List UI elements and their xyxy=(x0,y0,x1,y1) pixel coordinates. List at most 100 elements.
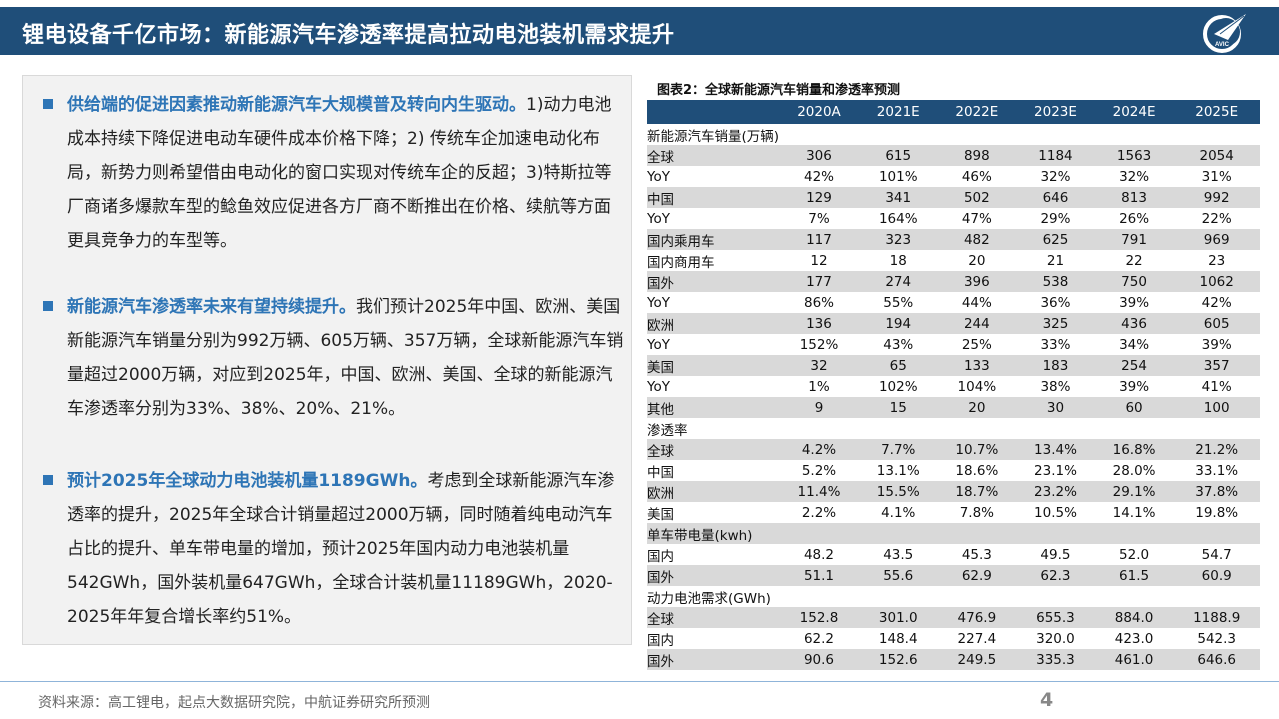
cell: 5.2% xyxy=(801,462,837,479)
table-row: 国外 177 274 396 538 750 1062 xyxy=(647,271,1260,292)
cell xyxy=(1095,124,1174,145)
row-label: 国外 xyxy=(647,565,780,586)
cell: 32% xyxy=(1040,168,1071,185)
row-label: 中国 xyxy=(647,187,780,208)
row-label: YoY xyxy=(647,210,670,227)
section-row: 动力电池需求(GWh) xyxy=(647,586,1260,607)
cell: 60.9 xyxy=(1173,565,1260,586)
cell: 43% xyxy=(883,336,914,353)
cell xyxy=(938,586,1017,607)
table-row: 其他 9 15 20 30 60 100 xyxy=(647,397,1260,418)
table-row: 中国 5.2% 13.1% 18.6% 23.1% 28.0% 33.1% xyxy=(647,460,1260,481)
row-label: 国内 xyxy=(647,632,674,649)
table-row: YoY 42% 101% 46% 32% 32% 31% xyxy=(647,166,1260,187)
row-label: 美国 xyxy=(647,355,780,376)
cell: 65 xyxy=(858,355,938,376)
footer-divider xyxy=(0,681,1279,682)
cell: 39% xyxy=(1201,336,1232,353)
cell: 136 xyxy=(779,313,859,334)
cell: 152.8 xyxy=(779,607,859,628)
row-label: 全球 xyxy=(647,607,780,628)
cell: 969 xyxy=(1173,229,1260,250)
cell xyxy=(1016,124,1095,145)
table-row: 全球 4.2% 7.7% 10.7% 13.4% 16.8% 21.2% xyxy=(647,439,1260,460)
cell: 23.1% xyxy=(1034,462,1077,479)
row-label: 欧洲 xyxy=(647,313,780,334)
paragraph-lead: 新能源汽车渗透率未来有望持续提升。 xyxy=(67,297,356,317)
cell: 62.9 xyxy=(937,565,1017,586)
table-row: 欧洲 11.4% 15.5% 18.7% 23.2% 29.1% 37.8% xyxy=(647,481,1260,502)
cell: 86% xyxy=(803,294,834,311)
cell: 20 xyxy=(937,397,1017,418)
cell: 9 xyxy=(779,397,859,418)
cell: 44% xyxy=(961,294,992,311)
cell: 38% xyxy=(1040,378,1071,395)
table-row: 美国 2.2% 4.1% 7.8% 10.5% 14.1% 19.8% xyxy=(647,502,1260,523)
table-row: 国内 62.2 148.4 227.4 320.0 423.0 542.3 xyxy=(647,628,1260,649)
column-header: 2024E xyxy=(1094,100,1174,124)
row-label: YoY xyxy=(647,336,670,353)
cell: 164% xyxy=(878,210,918,227)
cell: 101% xyxy=(878,168,918,185)
cell: 45.3 xyxy=(961,546,992,563)
summary-panel: 供给端的促进因素推动新能源汽车大规模普及转向内生驱动。1)动力电池成本持续下降促… xyxy=(22,75,632,645)
cell: 36% xyxy=(1040,294,1071,311)
table-row: YoY 1% 102% 104% 38% 39% 41% xyxy=(647,376,1260,397)
table-row: 国外 51.1 55.6 62.9 62.3 61.5 60.9 xyxy=(647,565,1260,586)
cell: 39% xyxy=(1119,294,1150,311)
cell: 61.5 xyxy=(1094,565,1174,586)
cell: 42% xyxy=(803,168,834,185)
cell: 244 xyxy=(937,313,1017,334)
cell: 25% xyxy=(961,336,992,353)
cell: 52.0 xyxy=(1119,546,1150,563)
cell xyxy=(1095,418,1174,439)
cell: 33% xyxy=(1040,336,1071,353)
cell: 2054 xyxy=(1173,145,1260,166)
row-label: 美国 xyxy=(647,506,674,523)
cell: 26% xyxy=(1119,210,1150,227)
cell: 43.5 xyxy=(883,546,914,563)
paragraph-battery: 预计2025年全球动力电池装机量1189GWh。考虑到全球新能源汽车渗透率的提升… xyxy=(35,464,625,634)
cell: 227.4 xyxy=(957,630,997,647)
cell: 992 xyxy=(1173,187,1260,208)
cell xyxy=(859,586,938,607)
column-header: 2022E xyxy=(937,100,1017,124)
cell: 21 xyxy=(1046,252,1065,269)
cell: 48.2 xyxy=(803,546,835,563)
cell: 55% xyxy=(883,294,914,311)
column-header: 2020A xyxy=(779,100,859,124)
cell: 605 xyxy=(1173,313,1260,334)
cell: 129 xyxy=(779,187,859,208)
cell: 16.8% xyxy=(1094,439,1174,460)
cell: 37.8% xyxy=(1173,481,1260,502)
cell: 18.6% xyxy=(955,462,999,479)
cell: 54.7 xyxy=(1201,546,1232,563)
cell xyxy=(779,418,859,439)
row-label: 其他 xyxy=(647,397,780,418)
table-row: 美国 32 65 133 183 254 357 xyxy=(647,355,1260,376)
cell xyxy=(1173,418,1260,439)
cell: 301.0 xyxy=(858,607,938,628)
cell: 4.2% xyxy=(779,439,859,460)
cell xyxy=(1173,124,1260,145)
cell: 117 xyxy=(779,229,859,250)
cell: 1188.9 xyxy=(1173,607,1260,628)
cell: 100 xyxy=(1173,397,1260,418)
cell: 30 xyxy=(1016,397,1095,418)
cell: 750 xyxy=(1094,271,1174,292)
cell: 341 xyxy=(858,187,938,208)
avic-logo-icon: AVIC xyxy=(1203,14,1246,53)
cell: 538 xyxy=(1016,271,1095,292)
cell: 436 xyxy=(1094,313,1174,334)
cell: 502 xyxy=(937,187,1017,208)
cell: 47% xyxy=(961,210,992,227)
cell: 2.2% xyxy=(801,504,837,521)
table-row: YoY 152% 43% 25% 33% 34% 39% xyxy=(647,334,1260,355)
table-row: 全球 152.8 301.0 476.9 655.3 884.0 1188.9 xyxy=(647,607,1260,628)
table-row: 国内乘用车 117 323 482 625 791 969 xyxy=(647,229,1260,250)
cell: 254 xyxy=(1094,355,1174,376)
cell: 898 xyxy=(937,145,1017,166)
cell: 60 xyxy=(1094,397,1174,418)
cell: 320.0 xyxy=(1036,630,1075,647)
cell: 615 xyxy=(858,145,938,166)
